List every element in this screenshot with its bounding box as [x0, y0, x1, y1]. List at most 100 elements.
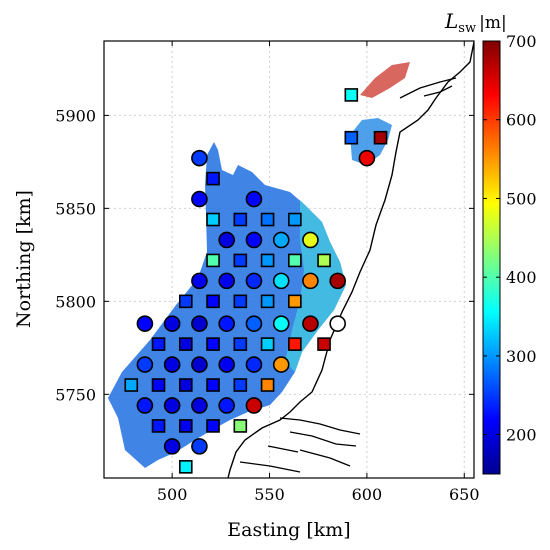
- colorbar: [482, 40, 501, 475]
- y-tick-label: 5850: [55, 199, 96, 218]
- coastline-islands: [239, 77, 457, 473]
- square-marker: [206, 253, 220, 268]
- circle-marker: [245, 356, 263, 373]
- circle-marker: [136, 315, 154, 332]
- square-marker: [344, 88, 359, 102]
- colorbar-title: Lsw |m|: [444, 9, 507, 36]
- colorbar-quantity: L: [444, 9, 458, 33]
- circle-marker: [163, 438, 181, 455]
- field-coverage-top: [360, 62, 410, 98]
- square-marker: [233, 337, 248, 351]
- colorbar-tick-label: 700: [506, 32, 537, 51]
- square-marker: [151, 419, 166, 433]
- circle-marker: [136, 356, 154, 373]
- square-marker: [178, 419, 193, 433]
- circle-marker: [218, 397, 235, 414]
- square-marker: [260, 378, 275, 392]
- square-marker: [233, 253, 248, 268]
- square-marker: [288, 294, 302, 309]
- circle-marker: [302, 315, 319, 332]
- circle-marker: [329, 272, 346, 290]
- circle-marker: [245, 231, 263, 249]
- circle-marker: [191, 149, 208, 167]
- circle-marker: [218, 272, 235, 290]
- square-marker: [178, 337, 193, 351]
- square-marker: [260, 253, 275, 268]
- square-marker: [233, 294, 248, 309]
- square-marker: [260, 294, 275, 309]
- square-marker: [206, 337, 220, 351]
- coastline: [227, 41, 474, 478]
- circle-marker: [163, 397, 181, 414]
- x-axis-label: Easting [km]: [227, 519, 350, 541]
- square-marker: [151, 378, 166, 392]
- colorbar-tick-label: 200: [506, 426, 537, 445]
- circle-marker: [163, 356, 181, 373]
- square-marker: [260, 212, 275, 227]
- square-marker: [233, 378, 248, 392]
- x-tick-label: 550: [254, 485, 285, 504]
- circle-marker: [218, 315, 235, 332]
- circle-marker: [329, 315, 346, 332]
- square-marker: [206, 378, 220, 392]
- circle-marker: [272, 356, 290, 373]
- y-axis-label: Northing [km]: [13, 190, 35, 328]
- square-marker: [151, 337, 166, 351]
- square-marker: [206, 171, 220, 186]
- x-tick-label: 500: [157, 485, 188, 504]
- x-tick-label: 600: [352, 485, 383, 504]
- circle-marker: [191, 438, 208, 455]
- circle-marker: [191, 272, 208, 290]
- square-marker: [373, 130, 388, 145]
- square-marker: [124, 378, 139, 392]
- colorbar-tick-label: 400: [506, 268, 537, 287]
- circle-marker: [272, 231, 290, 249]
- square-marker: [233, 212, 248, 227]
- circle-marker: [136, 397, 154, 414]
- plot-frame: [103, 40, 475, 479]
- x-tick-label: 650: [449, 485, 480, 504]
- plot-area: [108, 41, 474, 478]
- circle-marker: [163, 315, 181, 332]
- circle-marker: [191, 190, 208, 208]
- circle-marker: [245, 315, 263, 332]
- square-marker: [206, 212, 220, 227]
- y-tick-label: 5750: [55, 385, 96, 404]
- colorbar-ticks: 200 300 400 500 600 700: [483, 32, 537, 445]
- marker-layer: [124, 88, 388, 474]
- circle-marker: [245, 272, 263, 290]
- circle-marker: [245, 190, 263, 208]
- y-axis: 5750 5800 5850 5900: [55, 106, 474, 404]
- circle-marker: [218, 231, 235, 249]
- circle-marker: [191, 397, 208, 414]
- colorbar-subscript: sw: [458, 21, 476, 36]
- circle-marker: [245, 397, 263, 414]
- square-marker: [317, 253, 331, 268]
- colorbar-tick-label: 300: [506, 347, 537, 366]
- circle-marker: [191, 356, 208, 373]
- square-marker: [288, 337, 302, 351]
- square-marker: [317, 337, 331, 351]
- square-marker: [288, 212, 302, 227]
- circle-marker: [302, 231, 319, 249]
- field-coverage: [108, 142, 346, 468]
- colorbar-tick-label: 500: [506, 189, 537, 208]
- x-axis: 500 550 600 650: [157, 41, 480, 504]
- square-marker: [206, 294, 220, 309]
- square-marker: [288, 253, 302, 268]
- square-marker: [233, 419, 248, 433]
- colorbar-unit: |m|: [479, 13, 507, 33]
- y-tick-label: 5900: [55, 106, 96, 125]
- square-marker: [206, 419, 220, 433]
- square-marker: [178, 378, 193, 392]
- circle-marker: [272, 272, 290, 290]
- square-marker: [178, 294, 193, 309]
- square-marker: [260, 337, 275, 351]
- circle-marker: [272, 315, 290, 332]
- colorbar-tick-label: 600: [506, 111, 537, 130]
- y-tick-label: 5800: [55, 292, 96, 311]
- circle-marker: [358, 149, 376, 167]
- circle-marker: [191, 315, 208, 332]
